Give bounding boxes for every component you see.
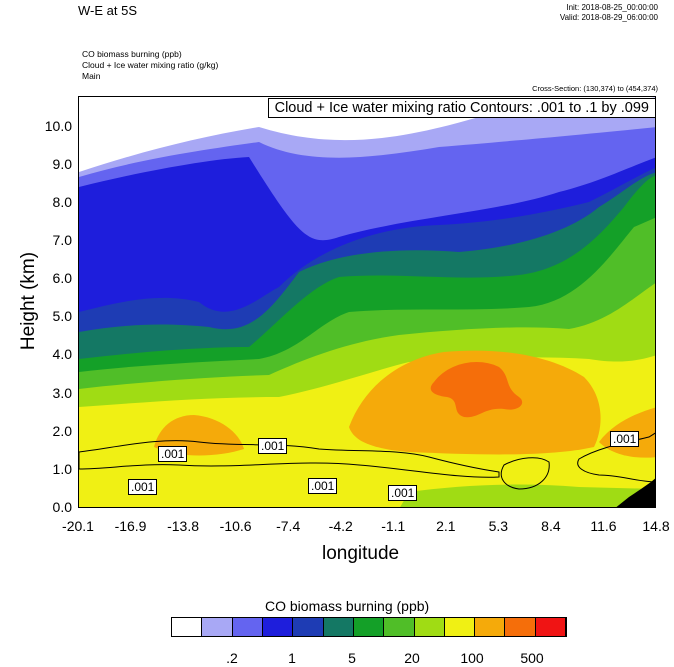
colorbar-tick-label: 500 [520,650,544,666]
colorbar-swatch [535,618,567,636]
x-tick-label: 8.4 [541,518,561,534]
x-tick-label: -10.6 [219,518,252,534]
y-tick-label: 6.0 [52,270,72,287]
x-tick-label: -1.1 [381,518,406,534]
colorbar-tick-label: 100 [460,650,484,666]
y-tick-label: 8.0 [52,193,72,210]
time-info: Init: 2018-08-25_00:00:00 Valid: 2018-08… [560,3,658,23]
y-tick-label: 2.0 [52,422,72,439]
y-axis-label: Height (km) [18,251,40,351]
cloud-contour-left [79,440,500,478]
colorbar-swatch [505,618,536,636]
field-name-cloud: Cloud + Ice water mixing ratio (g/kg) [82,60,219,70]
y-tick-label: 3.0 [52,384,72,401]
heatmap-svg [79,97,655,507]
x-tick-label: -4.2 [328,518,353,534]
level-dark-orange [430,362,523,418]
colorbar-swatch [384,618,415,636]
x-axis-label: longitude [322,543,400,564]
colorbar-tick-label: 1 [288,650,296,666]
field-name-main: Main [82,71,101,81]
colorbar-swatch [202,618,233,636]
contour-label: .001 [258,438,288,454]
init-time: Init: 2018-08-25_00:00:00 [566,3,658,12]
y-tick-label: 1.0 [52,460,72,477]
colorbar-swatch [323,618,354,636]
plot-area [78,96,656,508]
colorbar-tick-label: 5 [348,650,356,666]
x-tick-label: 5.3 [488,518,509,534]
y-tick-label: 4.0 [52,346,72,363]
colorbar-swatch [232,618,263,636]
x-tick-label: 2.1 [436,518,456,534]
y-tick-label: 7.0 [52,231,72,248]
y-tick-label: 9.0 [52,155,72,172]
field-list: CO biomass burning (ppb) Cloud + Ice wat… [82,49,218,82]
contour-label: .001 [610,431,640,447]
colorbar-tick-label: 20 [404,650,420,666]
colorbar-swatch [172,618,203,636]
contour-label: .001 [308,478,338,494]
cross-section-label: Cross-Section: (130,374) to (454,374) [532,84,658,93]
terrain [616,478,655,507]
cloud-contour-right [500,457,550,490]
colorbar-title: CO biomass burning (ppb) [265,598,430,614]
x-tick-label: -16.9 [114,518,147,534]
colorbar-swatch [293,618,324,636]
plot-title: W-E at 5S [78,3,138,18]
x-tick-label: 14.8 [642,518,670,534]
y-tick-label: 0.0 [52,499,72,515]
x-tick-label: -7.4 [276,518,301,534]
level-orange-left [154,415,244,456]
x-tick-label: -20.1 [62,518,94,534]
level-lower-green [400,484,655,507]
colorbar [171,617,567,637]
field-name-co: CO biomass burning (ppb) [82,49,182,59]
x-tick-label: -13.8 [167,518,200,534]
y-tick-label: 10.0 [44,117,72,134]
contour-label: .001 [388,485,418,501]
y-tick-label: 5.0 [52,308,72,325]
colorbar-swatch [262,618,294,636]
contour-info-box: Cloud + Ice water mixing ratio Contours:… [267,98,656,118]
colorbar-swatch [475,618,506,636]
colorbar-swatch [353,618,385,636]
colorbar-swatch [444,618,476,636]
contour-label: .001 [128,479,158,495]
valid-time: Valid: 2018-08-29_06:00:00 [559,13,658,22]
colorbar-swatch [414,618,445,636]
contour-label: .001 [158,446,188,462]
x-tick-label: 11.6 [590,518,617,534]
colorbar-tick-label: .2 [226,650,238,666]
